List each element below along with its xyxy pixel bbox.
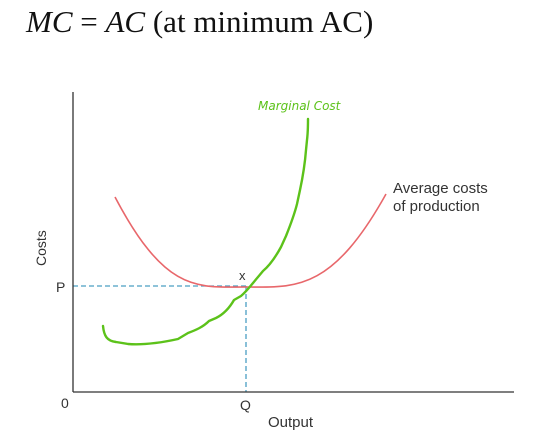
price-label: P: [56, 279, 65, 295]
equation-heading: MC = AC (at minimum AC): [26, 4, 373, 40]
ac-curve-label-line1: Average costs: [393, 180, 488, 197]
mc-curve-label: Marginal Cost: [258, 99, 342, 113]
ac-symbol: AC: [105, 4, 146, 39]
marginal-cost-curve: [101, 117, 310, 346]
equation-note: (at minimum AC): [152, 4, 374, 39]
minimum-point-marker: x: [239, 268, 246, 283]
origin-label: 0: [61, 395, 69, 411]
equals-sign: =: [80, 4, 98, 39]
mc-symbol: MC: [26, 4, 73, 39]
quantity-label: Q: [240, 397, 251, 413]
average-cost-curve: [114, 193, 387, 288]
x-axis-label: Output: [268, 414, 314, 431]
y-axis-label: Costs: [33, 230, 49, 266]
ac-curve-label-line2: of production: [393, 198, 480, 215]
